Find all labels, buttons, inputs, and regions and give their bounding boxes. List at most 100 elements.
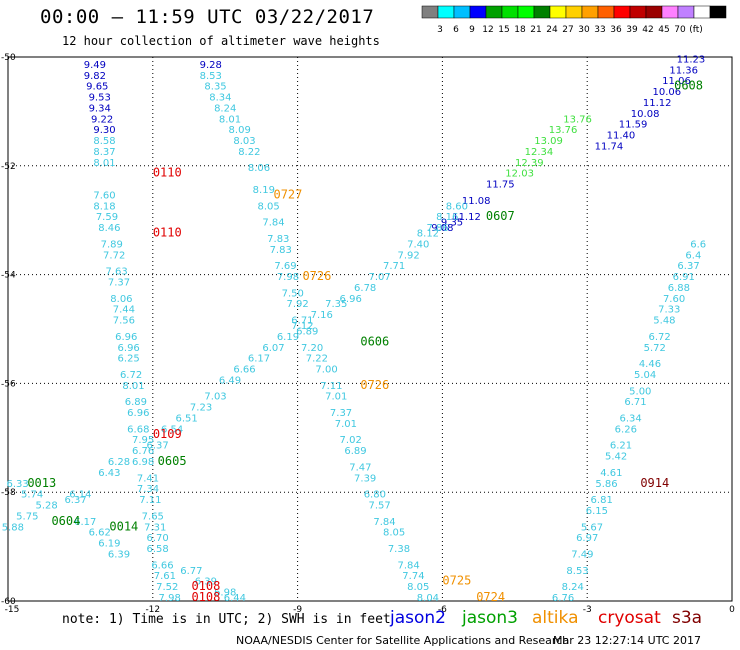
wave-height-value: 6.96 <box>340 294 362 305</box>
pass-time-label: 0013 <box>27 476 56 490</box>
colorbar-label: 70 <box>674 25 686 35</box>
colorbar-label: 21 <box>530 25 541 35</box>
wave-height-value: 11.12 <box>452 212 481 223</box>
colorbar-swatch <box>533 5 551 19</box>
wave-height-value: 6.96 <box>127 408 149 419</box>
wave-height-value: 9.08 <box>431 223 453 234</box>
wave-height-value: 7.02 <box>340 435 362 446</box>
latitude-label: -54 <box>1 271 16 281</box>
wave-height-value: 4.46 <box>639 359 661 370</box>
wave-height-value: 7.57 <box>369 501 391 512</box>
wave-height-value: 8.34 <box>209 93 231 104</box>
wave-height-value: 11.23 <box>677 54 706 65</box>
wave-height-value: 5.04 <box>634 370 656 381</box>
wave-height-value: 11.08 <box>462 196 491 207</box>
wave-height-value: 8.35 <box>204 82 226 93</box>
colorbar-swatch <box>645 5 663 19</box>
longitude-label: -9 <box>293 605 302 615</box>
colorbar-label: 6 <box>453 25 459 35</box>
wave-height-value: 7.61 <box>154 571 176 582</box>
wave-height-value: 6.78 <box>354 283 376 294</box>
pass-time-label: 0726 <box>360 378 389 392</box>
wave-height-value: 6.96 <box>118 343 140 354</box>
wave-height-value: 7.86 <box>426 223 448 234</box>
wave-height-value: 8.37 <box>93 147 115 158</box>
wave-height-value: 9.82 <box>84 71 106 82</box>
wave-height-value: 8.01 <box>93 158 115 169</box>
colorbar-label: 36 <box>610 25 622 35</box>
wave-height-value: 8.05 <box>383 528 405 539</box>
pass-time-labels: 0110 0110 0727 0726 0606 0607 0608 0726 0109 0605… <box>27 79 703 604</box>
wave-height-value: 6.39 <box>195 577 217 588</box>
wave-height-value: 8.01 <box>219 114 241 125</box>
pass-time-label: 0607 <box>486 209 515 223</box>
wave-height-value: 7.07 <box>369 272 391 283</box>
colorbar-swatch <box>693 5 711 19</box>
wave-height-value: 6.17 <box>74 517 96 528</box>
pass-time-label: 0110 <box>153 226 182 240</box>
wave-height-value: 6.15 <box>586 506 608 517</box>
latitude-label: -52 <box>1 162 16 172</box>
wave-height-value: 7.60 <box>93 190 115 201</box>
wave-height-value: 7.37 <box>108 277 130 288</box>
footer-credit: NOAA/NESDIS Center for Satellite Applica… <box>236 634 570 647</box>
wave-height-value: 6.26 <box>615 424 637 435</box>
wave-height-value: 7.47 <box>349 462 371 473</box>
pass-time-label: 0606 <box>360 334 389 348</box>
wave-height-value: 11.40 <box>607 131 636 142</box>
wave-height-value: 7.03 <box>204 392 226 403</box>
wave-height-value: 11.74 <box>595 141 624 152</box>
wave-height-value: 7.23 <box>190 403 212 414</box>
wave-height-value: 6.68 <box>127 424 149 435</box>
wave-height-value: 7.11 <box>320 381 342 392</box>
wave-height-value: 6.88 <box>668 283 690 294</box>
wave-height-value: 7.74 <box>402 571 424 582</box>
wave-height-value: 5.88 <box>2 522 24 533</box>
pass-time-label: 0605 <box>158 454 187 468</box>
pass-time-label: 0014 <box>109 519 138 533</box>
wave-height-value: 6.98 <box>214 588 236 599</box>
wave-height-value: 6.25 <box>118 354 140 365</box>
wave-height-value: 13.76 <box>549 125 578 136</box>
wave-height-values: 9.499.829.659.539.349.229.30 9.28 9.089.35… <box>2 54 706 604</box>
wave-height-value: 6.89 <box>344 446 366 457</box>
latitude-label: -58 <box>1 488 16 498</box>
wave-height-value: 7.31 <box>144 522 166 533</box>
wave-height-value: 5.00 <box>629 386 651 397</box>
colorbar-swatch <box>661 5 679 19</box>
colorbar-swatch <box>469 5 487 19</box>
page-subtitle: 12 hour collection of altimeter wave hei… <box>62 34 380 48</box>
satellite-legend-altika: altika <box>532 608 579 628</box>
colorbar-label: 12 <box>482 25 493 35</box>
wave-height-value: 7.89 <box>101 239 123 250</box>
wave-height-value: 7.52 <box>156 582 178 593</box>
wave-height-value: 6.89 <box>296 326 318 337</box>
wave-height-value: 5.74 <box>21 490 43 501</box>
wave-height-value: 7.37 <box>330 408 352 419</box>
wave-height-value: 8.53 <box>566 566 588 577</box>
wave-height-value: 4.61 <box>600 468 622 479</box>
wave-height-value: 8.19 <box>253 185 275 196</box>
colorbar-label: 24 <box>546 25 558 35</box>
wave-height-value: 11.36 <box>669 65 698 76</box>
color-scale-legend: 3 6 9 12 15 18 21 24 27 30 33 36 39 42 45 70 (ft) <box>421 5 727 35</box>
wave-height-value: 6.76 <box>132 446 154 457</box>
wave-height-value: 8.05 <box>258 201 280 212</box>
footer-timestamp: Mar 23 12:27:14 UTC 2017 <box>553 634 701 647</box>
wave-height-value: 6.91 <box>673 272 695 283</box>
wave-height-value: 8.24 <box>562 582 584 593</box>
wave-height-value: 13.76 <box>563 114 592 125</box>
wave-height-value: 7.41 <box>137 473 159 484</box>
colorbar-swatch <box>453 5 471 19</box>
pass-time-label: 0914 <box>640 476 669 490</box>
wave-height-value: 9.34 <box>89 103 111 114</box>
pass-time-label: 0608 <box>674 79 703 93</box>
wave-height-value: 6.81 <box>591 495 613 506</box>
wave-height-value: 7.69 <box>274 261 296 272</box>
map-frame <box>7 56 733 602</box>
wave-height-value: 7.59 <box>96 212 118 223</box>
wave-height-value: 7.60 <box>663 294 685 305</box>
wave-height-value: 8.22 <box>238 147 260 158</box>
wave-height-value: 6.66 <box>233 365 255 376</box>
wave-height-value: 7.22 <box>306 354 328 365</box>
